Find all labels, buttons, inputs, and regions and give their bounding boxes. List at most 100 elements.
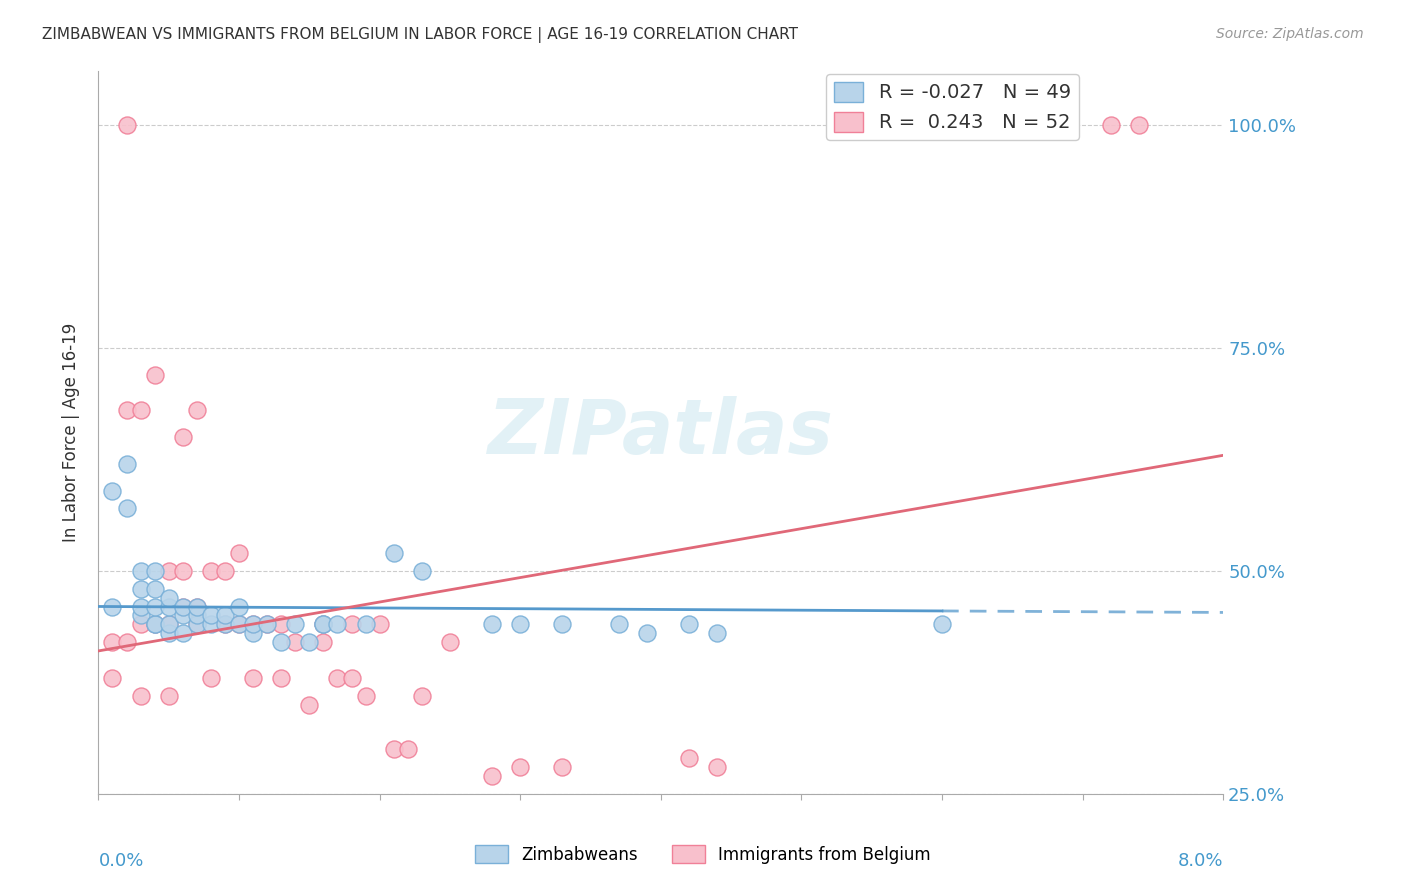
Point <box>481 617 503 632</box>
Text: ZIPatlas: ZIPatlas <box>488 396 834 469</box>
Point <box>157 599 180 614</box>
Point <box>200 617 222 632</box>
Point <box>678 751 700 765</box>
Point <box>172 599 194 614</box>
Point <box>312 635 335 649</box>
Point <box>551 617 574 632</box>
Point <box>242 617 264 632</box>
Point <box>186 599 208 614</box>
Point <box>242 626 264 640</box>
Point <box>214 617 236 632</box>
Point <box>200 564 222 578</box>
Point <box>298 635 321 649</box>
Point <box>143 582 166 596</box>
Point <box>228 546 250 560</box>
Point <box>172 564 194 578</box>
Point <box>270 617 292 632</box>
Point <box>157 689 180 703</box>
Point <box>284 635 307 649</box>
Text: ZIMBABWEAN VS IMMIGRANTS FROM BELGIUM IN LABOR FORCE | AGE 16-19 CORRELATION CHA: ZIMBABWEAN VS IMMIGRANTS FROM BELGIUM IN… <box>42 27 799 43</box>
Point <box>115 501 138 516</box>
Point <box>607 617 630 632</box>
Point <box>143 368 166 382</box>
Point <box>931 617 953 632</box>
Point <box>143 617 166 632</box>
Point <box>354 617 377 632</box>
Text: Source: ZipAtlas.com: Source: ZipAtlas.com <box>1216 27 1364 41</box>
Point <box>129 599 152 614</box>
Point <box>382 742 405 756</box>
Point <box>186 599 208 614</box>
Point <box>382 546 405 560</box>
Point <box>172 430 194 444</box>
Point <box>172 608 194 623</box>
Point <box>129 564 152 578</box>
Point <box>228 617 250 632</box>
Point <box>242 671 264 685</box>
Point <box>1099 118 1122 132</box>
Point <box>101 483 124 498</box>
Point <box>143 617 166 632</box>
Point <box>340 671 363 685</box>
Point <box>326 617 349 632</box>
Point <box>129 689 152 703</box>
Point <box>396 742 419 756</box>
Text: 0.0%: 0.0% <box>98 852 143 870</box>
Point <box>214 564 236 578</box>
Point <box>186 403 208 417</box>
Point <box>678 617 700 632</box>
Point <box>129 608 152 623</box>
Point <box>481 769 503 783</box>
Point <box>256 617 278 632</box>
Point <box>186 617 208 632</box>
Point <box>1128 118 1150 132</box>
Point <box>115 635 138 649</box>
Point <box>312 617 335 632</box>
Point <box>143 617 166 632</box>
Point <box>214 617 236 632</box>
Point <box>270 635 292 649</box>
Point <box>101 671 124 685</box>
Point <box>706 760 728 774</box>
Point <box>200 671 222 685</box>
Point <box>172 599 194 614</box>
Point <box>101 635 124 649</box>
Point <box>143 599 166 614</box>
Point <box>242 617 264 632</box>
Point <box>129 403 152 417</box>
Y-axis label: In Labor Force | Age 16-19: In Labor Force | Age 16-19 <box>62 323 80 542</box>
Point <box>270 671 292 685</box>
Text: 8.0%: 8.0% <box>1178 852 1223 870</box>
Point <box>298 698 321 712</box>
Point <box>186 608 208 623</box>
Point <box>551 760 574 774</box>
Point <box>101 599 124 614</box>
Point <box>143 564 166 578</box>
Point <box>157 617 180 632</box>
Point <box>200 608 222 623</box>
Point <box>312 617 335 632</box>
Point <box>368 617 391 632</box>
Point <box>228 599 250 614</box>
Legend: R = -0.027   N = 49, R =  0.243   N = 52: R = -0.027 N = 49, R = 0.243 N = 52 <box>827 74 1078 140</box>
Point <box>509 617 531 632</box>
Point <box>129 582 152 596</box>
Point <box>636 626 658 640</box>
Point <box>157 617 180 632</box>
Point <box>172 626 194 640</box>
Point <box>186 617 208 632</box>
Point <box>411 564 433 578</box>
Point <box>312 617 335 632</box>
Point <box>593 831 616 846</box>
Point <box>326 671 349 685</box>
Point <box>157 591 180 605</box>
Point <box>115 118 138 132</box>
Point <box>706 626 728 640</box>
Point <box>115 457 138 471</box>
Point <box>411 689 433 703</box>
Point <box>157 564 180 578</box>
Point <box>157 626 180 640</box>
Point <box>354 689 377 703</box>
Point <box>509 760 531 774</box>
Point <box>228 617 250 632</box>
